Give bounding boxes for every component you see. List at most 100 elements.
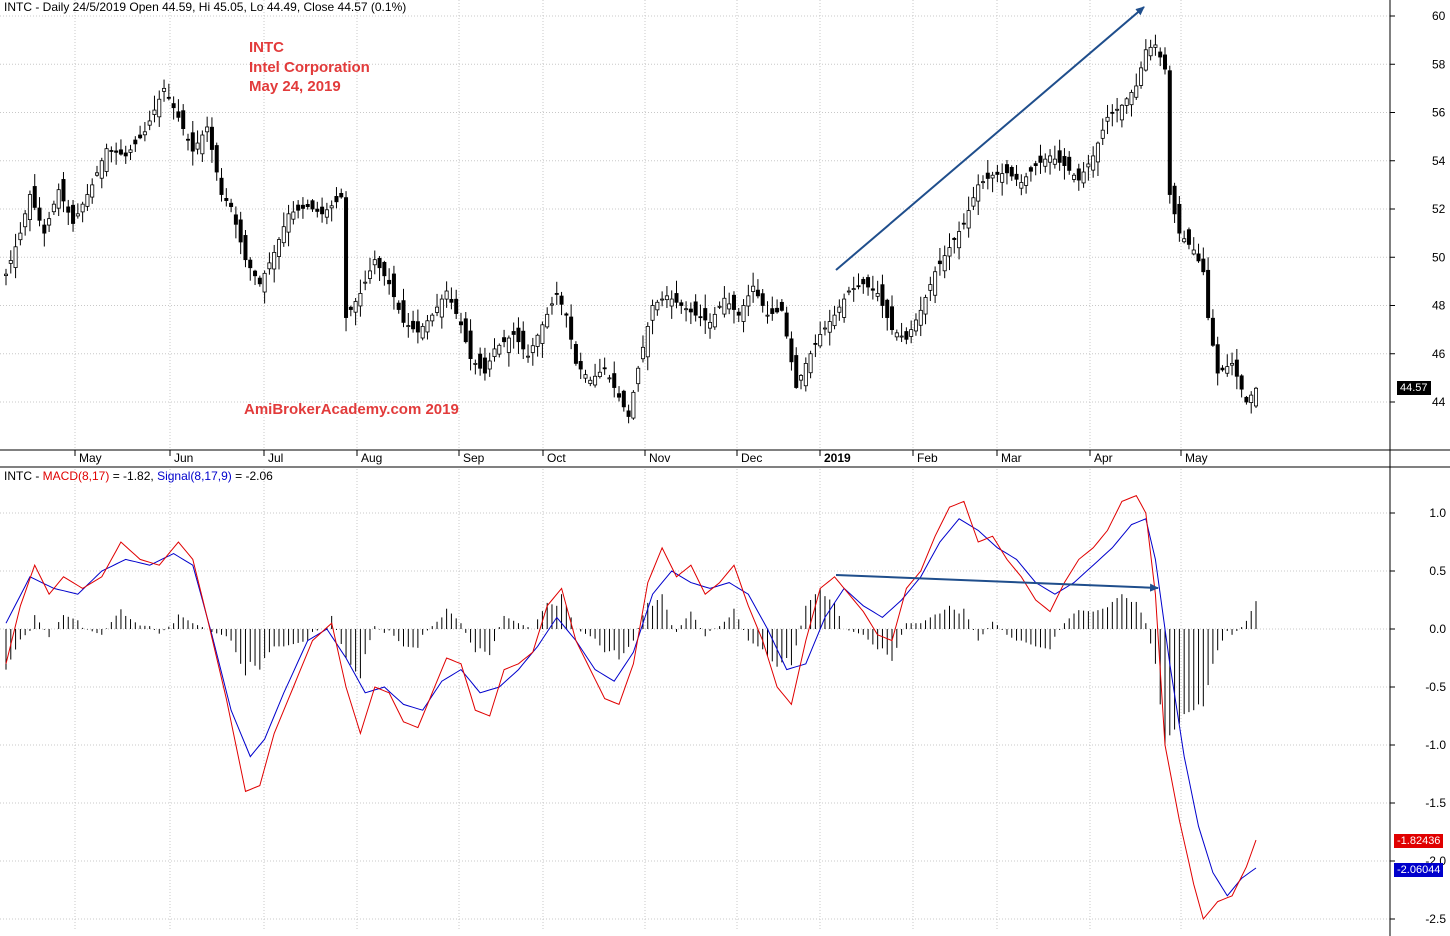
candle-bull (535, 334, 540, 347)
candle-bull (1182, 238, 1187, 243)
candle-bull (1191, 249, 1196, 255)
candle-bull (1105, 116, 1110, 122)
candle-bear (224, 198, 229, 201)
candle-bear (458, 321, 463, 326)
candle-bear (1201, 258, 1206, 273)
candle-bull (1043, 158, 1048, 167)
candle-bull (142, 131, 147, 136)
candle-bear (411, 320, 416, 330)
candle-bull (822, 327, 827, 330)
candle-bear (698, 316, 703, 319)
macd-tick-label: -2.5 (1425, 912, 1446, 926)
macd-line (5, 494, 1257, 921)
candle-bull (406, 325, 411, 328)
x-tick-label: Apr (1094, 451, 1113, 465)
candle-bear (502, 337, 507, 343)
candle-bull (128, 149, 133, 153)
price-tick-label: 48 (1432, 299, 1446, 313)
candle-bear (257, 277, 262, 285)
candle-bull (435, 306, 440, 313)
candle-bull (751, 285, 756, 292)
candle-bear (621, 390, 626, 408)
candle-bull (56, 189, 61, 209)
candle-bull (1153, 44, 1158, 48)
candle-bull (799, 375, 804, 381)
candle-bull (286, 213, 291, 233)
price-tick-label: 54 (1432, 154, 1446, 168)
x-tick-label: May (1185, 451, 1208, 465)
candle-bull (85, 194, 90, 207)
candle-bear (1206, 269, 1211, 318)
macd-histogram (5, 588, 1257, 745)
candle-bear (564, 313, 569, 316)
candle-bull (928, 284, 933, 291)
candle-bull (526, 355, 531, 358)
macd-tick-label: 0.0 (1429, 622, 1446, 636)
candle-bear (66, 206, 71, 213)
candle-bear (1014, 173, 1019, 180)
candle-bull (1143, 49, 1148, 71)
candle-bull (636, 367, 641, 385)
candle-bull (818, 334, 823, 347)
signal-last-tag: -2.06044 (1394, 863, 1444, 877)
candle-bear (995, 171, 1000, 175)
candle-bear (219, 177, 224, 195)
candle-bull (976, 184, 981, 202)
candle-bull (75, 213, 80, 217)
price-trendline (835, 6, 1145, 271)
candle-bull (200, 134, 205, 155)
candle-bear (602, 367, 607, 370)
annotation-company: Intel Corporation (249, 58, 370, 76)
candle-bear (118, 149, 123, 155)
x-tick-label: Dec (741, 451, 762, 465)
candle-bull (894, 332, 899, 338)
price-tick-label: 50 (1432, 250, 1446, 264)
candle-bear (229, 202, 234, 207)
candle-bear (190, 132, 195, 152)
candle-bull (372, 259, 377, 266)
candle-bear (559, 295, 564, 305)
signal-header-value: = -2.06 (231, 469, 273, 483)
candle-bull (1072, 174, 1077, 180)
candle-bear (1196, 253, 1201, 262)
candle-bear (209, 126, 214, 150)
candle-bear (123, 152, 128, 157)
candle-bear (1009, 167, 1014, 177)
candle-bull (363, 281, 368, 284)
macd-tick-label: 1.0 (1429, 506, 1446, 520)
candle-bear (1110, 111, 1115, 114)
candle-bear (952, 237, 957, 240)
candle-bear (573, 344, 578, 364)
candle-bear (243, 235, 248, 261)
macd-header-prefix: INTC - (4, 469, 43, 483)
candle-bull (842, 298, 847, 318)
price-header-text: INTC - Daily 24/5/2019 Open 44.59, Hi 45… (4, 0, 407, 14)
candle-bull (1134, 85, 1139, 98)
candle-bear (516, 327, 521, 343)
candle-bear (305, 204, 310, 207)
candle-bear (904, 331, 909, 340)
annotation-ticker: INTC (249, 39, 284, 56)
candle-bull (47, 218, 52, 226)
candle-bull (1091, 155, 1096, 171)
candle-bull (545, 313, 550, 328)
candle-bull (13, 246, 18, 268)
candle-bear (617, 393, 622, 398)
candle-bear (1177, 203, 1182, 234)
candle-bull (655, 301, 660, 311)
candle-bull (1019, 182, 1024, 189)
candle-bear (755, 289, 760, 297)
candle-bear (511, 331, 516, 335)
candle-bear (880, 284, 885, 306)
candle-bull (94, 172, 99, 176)
candle-bear (736, 311, 741, 316)
candle-bull (765, 314, 770, 317)
axes-labels: May Jun Jul Aug Sep Oct Nov Dec 2019 Feb Mar Apr May… (74, 9, 1446, 926)
annotation-date: May 24, 2019 (249, 78, 341, 95)
candle-bear (296, 204, 301, 211)
candle-bear (1028, 167, 1033, 172)
x-tick-label: Sep (463, 451, 485, 465)
candle-bull (741, 305, 746, 322)
